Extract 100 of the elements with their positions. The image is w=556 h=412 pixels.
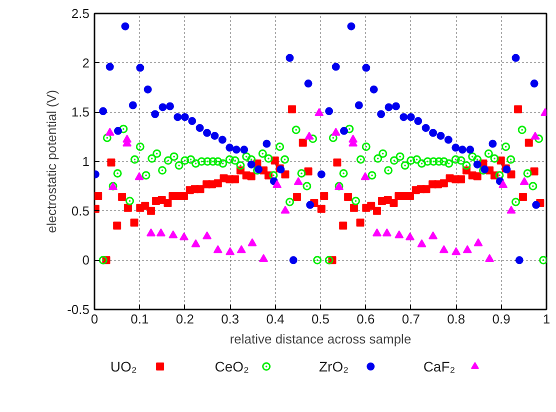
point: [158, 103, 167, 112]
point: [314, 108, 324, 116]
point: [331, 128, 340, 136]
point: [144, 85, 152, 94]
y-tick-label: 1.5: [71, 104, 90, 120]
point: [362, 64, 370, 72]
point: [485, 254, 494, 262]
point: [179, 232, 188, 240]
point: [382, 228, 392, 236]
point: [488, 140, 497, 148]
point: [384, 103, 393, 112]
point: [106, 62, 114, 71]
point: [99, 107, 108, 116]
point: [452, 144, 460, 152]
point: [210, 132, 219, 140]
point: [429, 128, 438, 137]
point: [520, 177, 529, 186]
point: [458, 146, 466, 154]
y-tick-label: 2.5: [71, 6, 90, 21]
point: [428, 231, 438, 240]
point: [452, 247, 461, 256]
point: [151, 110, 160, 118]
point: [422, 124, 430, 132]
point: [530, 80, 538, 88]
point: [340, 126, 348, 135]
point: [128, 101, 137, 110]
point: [474, 238, 483, 246]
x-tick-label: 1: [542, 312, 550, 326]
point: [280, 206, 290, 214]
point: [332, 62, 340, 71]
point: [306, 200, 314, 209]
point: [226, 247, 235, 256]
point: [530, 132, 540, 140]
x-tick-label: 0.5: [311, 312, 330, 326]
point: [105, 128, 114, 136]
point: [394, 230, 404, 238]
point: [114, 126, 122, 135]
y-tick-label: 0: [82, 252, 90, 268]
point: [236, 245, 246, 254]
y-tick-label: 1: [82, 154, 90, 169]
point: [506, 206, 516, 214]
y-axis-title: electrostatic potential (V): [44, 90, 60, 234]
point: [286, 54, 294, 62]
point: [370, 85, 378, 94]
x-tick-label: 0.3: [221, 312, 240, 326]
point: [202, 231, 212, 240]
point: [515, 256, 524, 264]
x-axis-title: relative distance across sample: [230, 332, 412, 346]
point: [347, 22, 356, 30]
point: [473, 160, 482, 168]
x-tick-label: 0.6: [356, 312, 375, 326]
point: [417, 239, 426, 248]
x-tick-label: 0.1: [130, 312, 149, 326]
point: [436, 132, 445, 140]
point: [360, 172, 370, 180]
point: [121, 22, 130, 30]
y-tick-label: -0.5: [67, 302, 90, 317]
point: [259, 254, 268, 262]
x-tick-label: 0.8: [447, 312, 466, 326]
point: [439, 245, 448, 254]
point: [240, 146, 248, 154]
point: [146, 228, 156, 236]
point: [136, 64, 144, 72]
point: [466, 146, 474, 154]
point: [512, 54, 520, 62]
point: [414, 117, 422, 126]
point: [444, 136, 452, 144]
point: [532, 200, 540, 209]
point: [406, 113, 415, 122]
y-tick-label: 0.5: [71, 203, 90, 218]
point: [168, 230, 178, 238]
x-tick-label: 0.7: [402, 312, 420, 326]
point: [247, 160, 256, 168]
legend-label: ZrO₂: [319, 358, 349, 374]
point: [272, 180, 282, 188]
point: [400, 113, 408, 122]
y-tick-label: 2: [82, 55, 90, 70]
point: [213, 245, 222, 254]
point: [226, 144, 234, 152]
point: [188, 117, 196, 126]
point: [196, 124, 204, 132]
point: [191, 239, 200, 248]
point: [304, 132, 314, 140]
point: [372, 228, 382, 236]
point: [405, 232, 414, 240]
point: [174, 113, 182, 122]
point: [262, 140, 271, 148]
point: [317, 170, 326, 178]
point: [232, 146, 240, 154]
legend-label: UO₂: [110, 358, 137, 374]
point: [156, 228, 166, 236]
point: [392, 102, 400, 110]
point: [180, 113, 189, 122]
point: [203, 128, 212, 137]
point: [325, 107, 334, 116]
point: [248, 238, 257, 246]
point: [218, 136, 226, 144]
point: [304, 80, 312, 88]
point: [498, 180, 508, 188]
point: [166, 102, 174, 110]
